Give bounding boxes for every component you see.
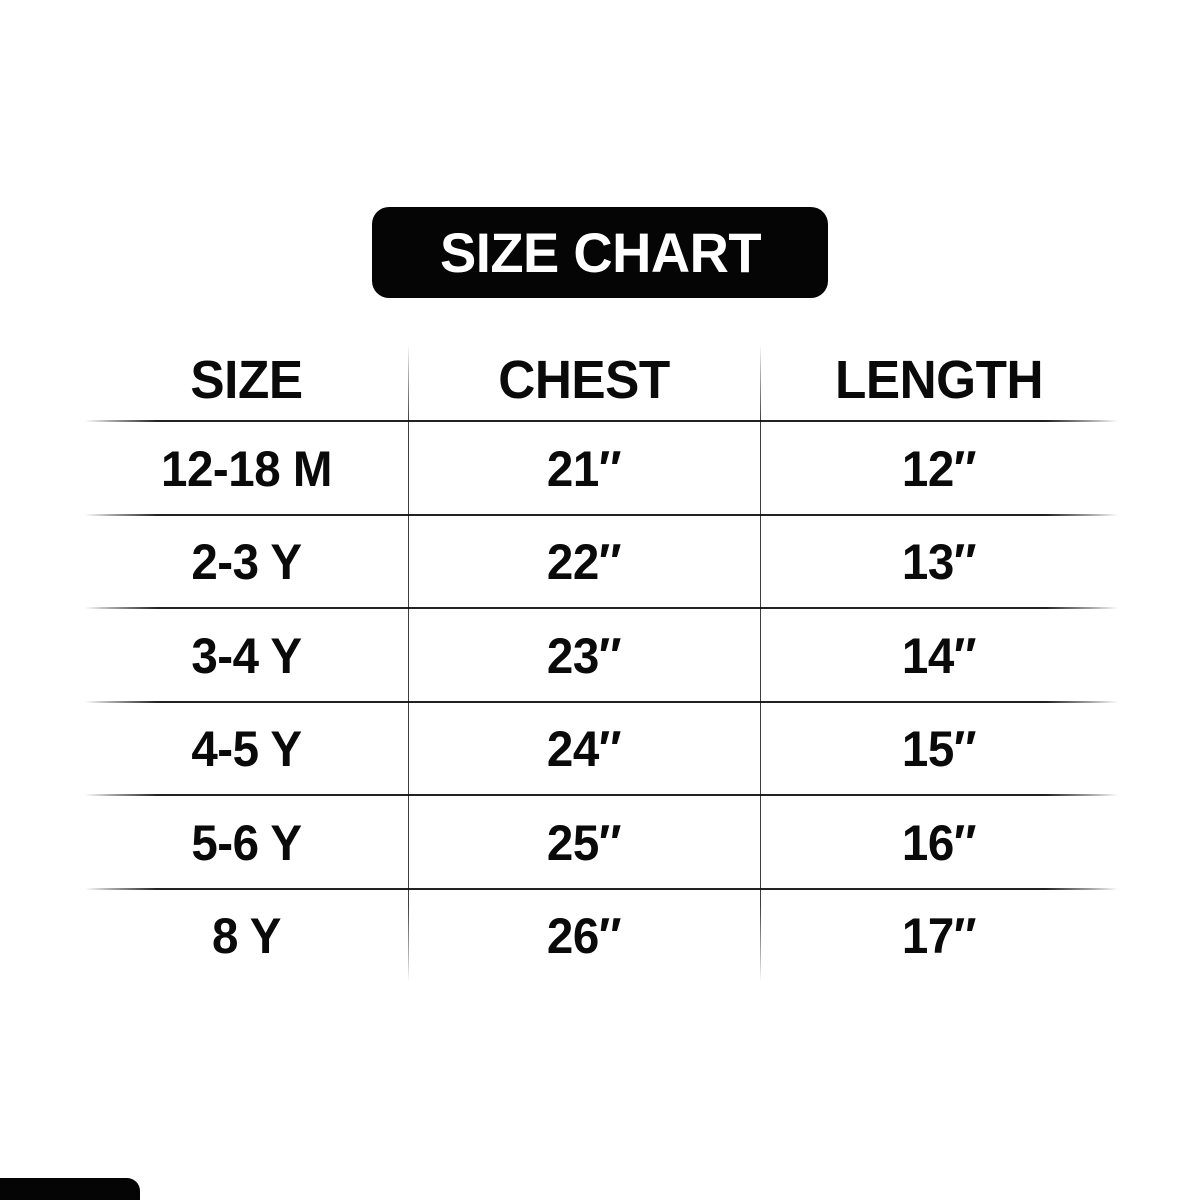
- cell-chest: 23″: [546, 627, 622, 684]
- cell-length: 13″: [901, 534, 977, 591]
- table-grid: SIZE CHEST LENGTH 12-18 M 21″ 12″ 2-3 Y …: [85, 338, 1118, 983]
- cell-chest: 25″: [546, 814, 622, 871]
- size-chart-table: SIZE CHEST LENGTH 12-18 M 21″ 12″ 2-3 Y …: [85, 338, 1118, 983]
- cell-length: 14″: [901, 627, 977, 684]
- table-row: 2-3 Y 22″ 13″: [85, 516, 1118, 610]
- column-header-chest: CHEST: [498, 350, 670, 410]
- cell-size: 8 Y: [211, 908, 282, 965]
- table-row: 4-5 Y 24″ 15″: [85, 703, 1118, 797]
- cell-length: 15″: [901, 721, 977, 778]
- cell-size: 2-3 Y: [191, 534, 302, 591]
- bottom-left-corner-tab: [0, 1178, 140, 1200]
- column-divider-chest-length: [760, 345, 761, 982]
- title-badge-container: SIZE CHART: [0, 207, 1200, 298]
- size-chart-title-badge: SIZE CHART: [372, 207, 828, 298]
- column-divider-size-chest: [408, 345, 409, 982]
- cell-chest: 26″: [546, 908, 622, 965]
- cell-size: 4-5 Y: [191, 721, 302, 778]
- cell-chest: 24″: [546, 721, 622, 778]
- column-header-length: LENGTH: [834, 350, 1044, 410]
- cell-chest: 22″: [546, 534, 622, 591]
- table-row: 5-6 Y 25″ 16″: [85, 796, 1118, 890]
- cell-length: 17″: [901, 908, 977, 965]
- cell-length: 16″: [901, 814, 977, 871]
- cell-size: 5-6 Y: [191, 814, 302, 871]
- cell-size: 3-4 Y: [191, 627, 302, 684]
- table-row: 3-4 Y 23″ 14″: [85, 609, 1118, 703]
- cell-size: 12-18 M: [161, 440, 332, 497]
- cell-chest: 21″: [546, 440, 622, 497]
- cell-length: 12″: [901, 440, 977, 497]
- table-row: 12-18 M 21″ 12″: [85, 422, 1118, 516]
- column-header-size: SIZE: [190, 350, 303, 410]
- page-title: SIZE CHART: [439, 220, 761, 284]
- table-header-row: SIZE CHEST LENGTH: [85, 338, 1118, 422]
- table-rows: SIZE CHEST LENGTH 12-18 M 21″ 12″ 2-3 Y …: [85, 338, 1118, 983]
- table-row: 8 Y 26″ 17″: [85, 890, 1118, 984]
